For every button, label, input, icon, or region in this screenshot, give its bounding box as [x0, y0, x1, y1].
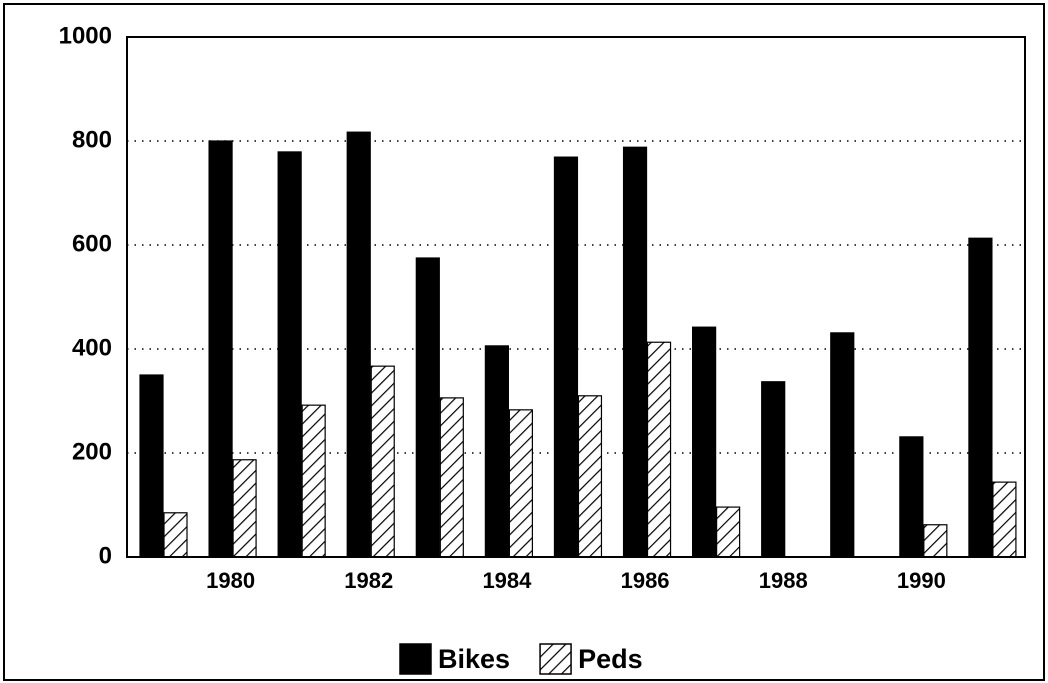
bar — [646, 341, 672, 558]
bar — [208, 140, 233, 558]
bar — [992, 481, 1017, 558]
bar — [301, 404, 326, 558]
y-tick-label: 1000 — [59, 22, 112, 49]
legend-swatch — [539, 643, 572, 675]
frame — [3, 3, 1045, 681]
bar — [346, 131, 371, 558]
x-tick-label: 1990 — [897, 568, 946, 593]
bar — [439, 397, 464, 558]
bar — [553, 156, 579, 558]
bar — [370, 365, 395, 558]
x-tick-label: 1984 — [482, 568, 532, 593]
bar — [139, 374, 164, 558]
bar — [577, 395, 603, 558]
bar — [968, 237, 993, 558]
bar — [415, 257, 440, 558]
x-tick-label: 1982 — [344, 568, 393, 593]
y-tick-label: 0 — [99, 542, 112, 569]
legend-label: Peds — [578, 644, 643, 674]
bar — [923, 524, 948, 558]
y-tick-label: 800 — [72, 126, 112, 153]
bar — [484, 345, 509, 558]
bar — [830, 332, 855, 558]
y-tick-label: 200 — [72, 438, 112, 465]
bar — [899, 436, 924, 558]
bar — [761, 381, 786, 558]
plot-border — [126, 36, 1026, 558]
x-tick-label: 1988 — [759, 568, 808, 593]
y-tick-label: 400 — [72, 334, 112, 361]
bar — [277, 151, 302, 558]
bar — [508, 409, 533, 558]
bar — [163, 512, 188, 558]
bar — [692, 326, 717, 558]
bar — [232, 459, 257, 558]
legend-label: Bikes — [438, 644, 510, 674]
legend-swatch — [399, 643, 432, 675]
x-tick-label: 1980 — [206, 568, 255, 593]
plot: 0 200 400 600 800 1000 1980 1982 1984 1986 1988 199… — [59, 22, 1025, 675]
x-tick-label: 1986 — [621, 568, 670, 593]
bar — [716, 506, 741, 558]
bar — [622, 146, 648, 558]
y-tick-label: 600 — [72, 230, 112, 257]
